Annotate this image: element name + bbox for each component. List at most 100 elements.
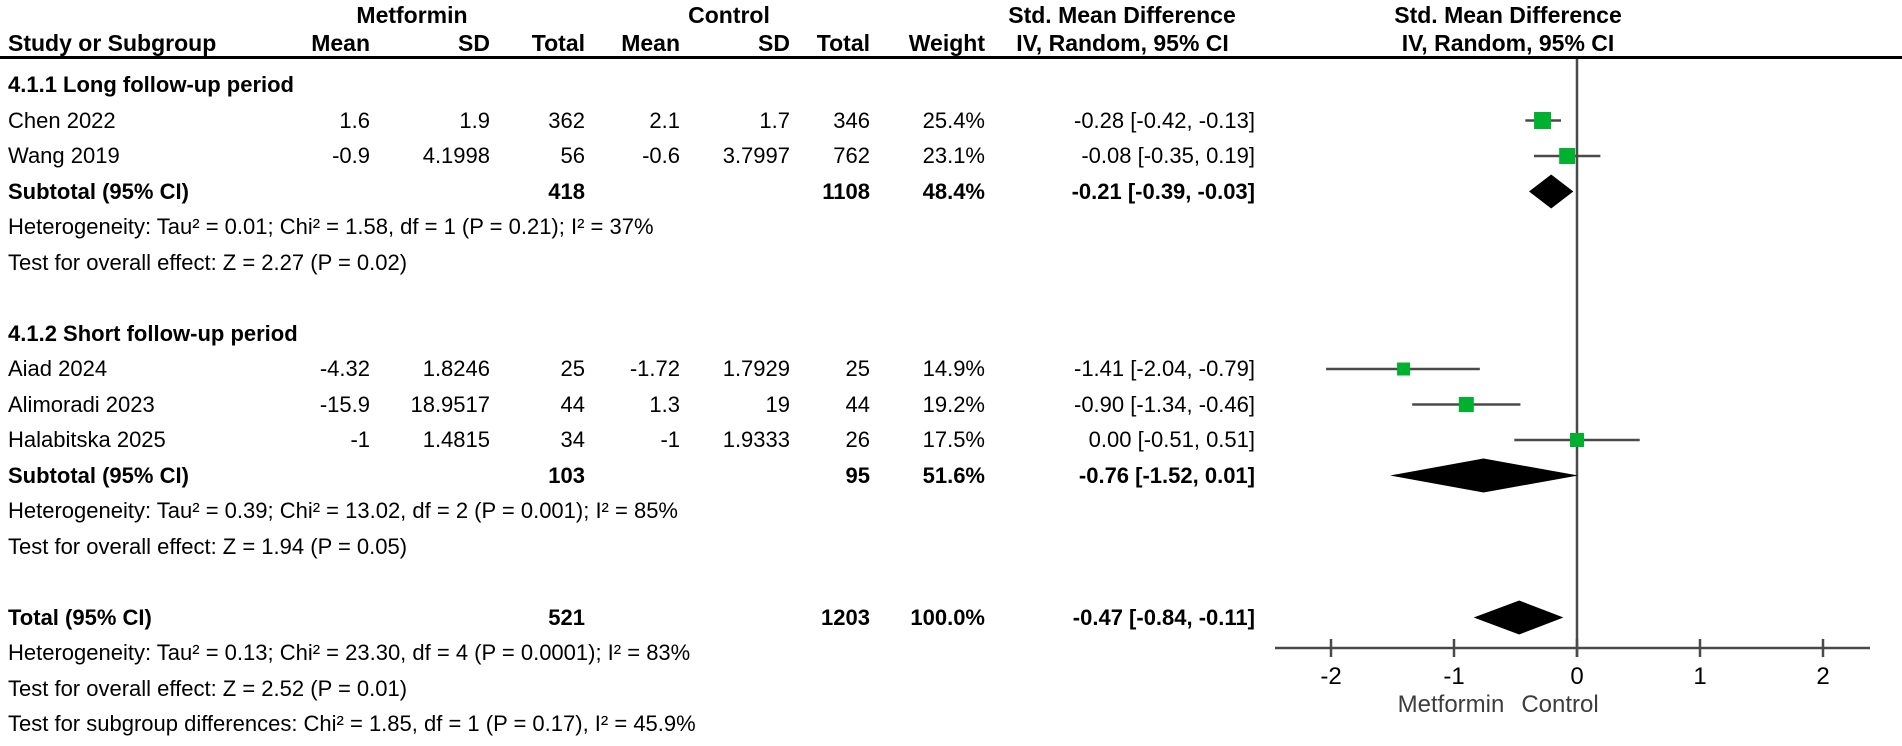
cell-control-sd: 3.7997 xyxy=(722,143,790,168)
x-axis-tick-label: 1 xyxy=(1693,663,1706,690)
cell-note-text: Test for overall effect: Z = 2.27 (P = 0… xyxy=(8,249,408,275)
cell-note-text: Heterogeneity: Tau² = 0.01; Chi² = 1.58,… xyxy=(8,214,654,239)
col-header-mean-control: Mean xyxy=(621,30,680,56)
cell-metformin-total: 34 xyxy=(560,427,585,452)
cell-subgroup-label: 4.1.2 Short follow-up period xyxy=(8,320,298,346)
cell-metformin-total: 103 xyxy=(548,462,585,488)
cell-control-mean: -1.72 xyxy=(629,356,680,381)
cell-control-total: 44 xyxy=(845,391,870,417)
cell-note-text: Test for overall effect: Z = 2.52 (P = 0… xyxy=(8,675,408,701)
axis-label-control: Control xyxy=(1521,691,1598,718)
col-header-ci-text: IV, Random, 95% CI xyxy=(1016,30,1229,56)
cell-metformin-mean: -4.32 xyxy=(319,356,370,381)
row-note-5: Test for overall effect: Z = 2.27 (P = 0… xyxy=(0,245,1902,281)
cell-control-sd: 1.7929 xyxy=(722,356,790,381)
row-note-17: Test for overall effect: Z = 2.52 (P = 0… xyxy=(0,671,1902,707)
row-subtotal-3: Subtotal (95% CI) 418 1108 48.4% -0.21 [-0.3… xyxy=(0,174,1902,210)
cell-weight: 14.9% xyxy=(922,356,985,381)
cell-metformin-mean: -0.9 xyxy=(332,143,370,168)
cell-metformin-mean: -1 xyxy=(350,427,370,452)
col-header-study: Study or Subgroup xyxy=(8,30,217,56)
cell-smd-ci: -0.76 [-1.52, 0.01] xyxy=(1078,462,1255,488)
cell-metformin-sd: 1.4815 xyxy=(422,427,490,452)
cell-smd-ci: -0.47 [-0.84, -0.11] xyxy=(1072,604,1255,630)
cell-metformin-mean: 1.6 xyxy=(339,107,370,133)
cell-weight: 100.0% xyxy=(910,604,985,630)
cell-control-total: 1203 xyxy=(821,604,870,630)
cell-study-name: Aiad 2024 xyxy=(8,356,108,381)
cell-control-total: 95 xyxy=(845,462,870,488)
cell-control-total: 1108 xyxy=(822,178,870,204)
row-note-13: Test for overall effect: Z = 1.94 (P = 0… xyxy=(0,529,1902,565)
cell-control-mean: -0.6 xyxy=(642,143,680,168)
cell-control-total: 26 xyxy=(845,427,870,452)
effect-square-marker xyxy=(1534,112,1552,129)
column-group-smd-text: Std. Mean Difference xyxy=(1008,2,1236,28)
cell-smd-ci: 0.00 [-0.51, 0.51] xyxy=(1088,427,1255,452)
cell-control-sd: 1.9333 xyxy=(722,427,790,452)
cell-control-mean: -1 xyxy=(660,427,680,452)
cell-smd-ci: -0.28 [-0.42, -0.13] xyxy=(1074,107,1255,133)
subtotal-diamond xyxy=(1390,458,1579,493)
cell-metformin-total: 25 xyxy=(560,356,585,381)
col-header-sd-metformin: SD xyxy=(458,30,490,56)
x-axis-tick-label: -2 xyxy=(1320,663,1341,690)
row-subtotal-11: Subtotal (95% CI) 103 95 51.6% -0.76 [-1.52,… xyxy=(0,458,1902,494)
row-study-10: Halabitska 2025 -1 1.4815 34 -1 1.9333 26 17.5%… xyxy=(0,422,1902,458)
cell-note-text: Heterogeneity: Tau² = 0.13; Chi² = 23.30… xyxy=(8,640,691,665)
group-header-metformin: Metformin xyxy=(356,2,468,28)
x-axis-tick-label: -1 xyxy=(1443,663,1464,690)
cell-smd-ci: -0.21 [-0.39, -0.03] xyxy=(1071,178,1255,204)
cell-control-sd: 1.7 xyxy=(759,107,790,133)
cell-weight: 48.4% xyxy=(922,178,985,204)
row-note-12: Heterogeneity: Tau² = 0.39; Chi² = 13.02… xyxy=(0,493,1902,529)
cell-control-sd: 19 xyxy=(765,391,790,417)
row-study-8: Aiad 2024 -4.32 1.8246 25 -1.72 1.7929 25 14.9%… xyxy=(0,351,1902,387)
row-study-2: Wang 2019 -0.9 4.1998 56 -0.6 3.7997 762 23.1% -… xyxy=(0,138,1902,174)
cell-study-name: Halabitska 2025 xyxy=(8,427,166,452)
row-group-7: 4.1.2 Short follow-up period xyxy=(0,316,1902,352)
cell-subgroup-label: 4.1.1 Long follow-up period xyxy=(8,72,294,97)
cell-total-label: Total (95% CI) xyxy=(8,604,152,630)
total-diamond xyxy=(1473,600,1564,635)
cell-weight: 23.1% xyxy=(922,143,985,168)
subtotal-diamond xyxy=(1529,174,1574,209)
cell-control-mean: 2.1 xyxy=(649,107,680,133)
effect-square-marker xyxy=(1559,148,1576,164)
cell-metformin-mean: -15.9 xyxy=(319,391,370,417)
cell-note-text: Heterogeneity: Tau² = 0.39; Chi² = 13.02… xyxy=(8,498,678,523)
effect-square-marker xyxy=(1570,433,1584,447)
cell-metformin-sd: 1.9 xyxy=(459,107,490,133)
col-header-ci-plot: IV, Random, 95% CI xyxy=(1401,30,1615,56)
row-group-0: 4.1.1 Long follow-up period xyxy=(0,67,1902,103)
col-header-sd-control: SD xyxy=(758,30,790,56)
cell-metformin-total: 56 xyxy=(560,143,585,168)
cell-metformin-total: 521 xyxy=(548,604,585,630)
row-note-18: Test for subgroup differences: Chi² = 1.… xyxy=(0,706,1902,742)
cell-metformin-total: 418 xyxy=(548,178,585,204)
col-header-weight: Weight xyxy=(908,30,985,56)
cell-smd-ci: -0.90 [-1.34, -0.46] xyxy=(1074,391,1255,417)
cell-weight: 17.5% xyxy=(922,427,985,452)
cell-control-total: 25 xyxy=(845,356,870,381)
x-axis-tick-label: 2 xyxy=(1816,663,1829,690)
axis-label-metformin: Metformin xyxy=(1398,691,1505,718)
cell-study-name: Wang 2019 xyxy=(8,143,120,168)
cell-study-name: Alimoradi 2023 xyxy=(8,391,155,417)
cell-metformin-total: 362 xyxy=(548,107,585,133)
col-header-mean-metformin: Mean xyxy=(311,30,370,56)
cell-subtotal-label: Subtotal (95% CI) xyxy=(8,178,189,204)
row-total-15: Total (95% CI) 521 1203 100.0% -0.47 [-0.84,… xyxy=(0,600,1902,636)
cell-note-text: Test for overall effect: Z = 1.94 (P = 0… xyxy=(8,533,408,559)
cell-weight: 19.2% xyxy=(922,391,985,417)
cell-control-mean: 1.3 xyxy=(649,391,680,417)
x-axis-tick-label: 0 xyxy=(1570,663,1583,690)
effect-square-marker xyxy=(1397,362,1411,376)
header-underline xyxy=(0,56,1902,59)
cell-smd-ci: -1.41 [-2.04, -0.79] xyxy=(1074,356,1255,381)
cell-metformin-sd: 1.8246 xyxy=(422,356,490,381)
cell-weight: 51.6% xyxy=(922,462,985,488)
cell-smd-ci: -0.08 [-0.35, 0.19] xyxy=(1081,143,1255,168)
